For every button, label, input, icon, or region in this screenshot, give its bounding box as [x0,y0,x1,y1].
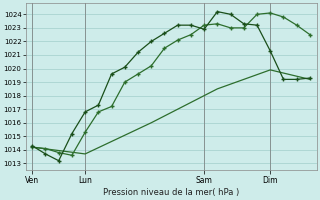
X-axis label: Pression niveau de la mer( hPa ): Pression niveau de la mer( hPa ) [103,188,239,197]
